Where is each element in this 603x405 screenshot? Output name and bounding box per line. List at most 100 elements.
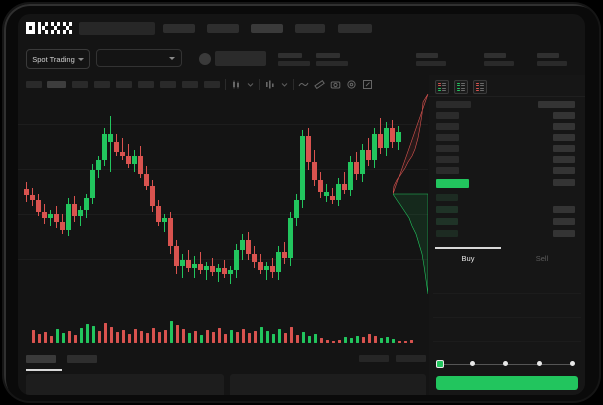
toolbar-divider-1 <box>225 79 226 90</box>
nav-item-3[interactable] <box>251 24 283 33</box>
volume-bar <box>248 333 251 343</box>
volume-bar <box>206 330 209 343</box>
volume-bar <box>242 329 245 343</box>
market-stat-4 <box>484 53 514 66</box>
bottom-action-1[interactable] <box>359 355 389 362</box>
volume-bar <box>44 332 47 343</box>
bottom-tab-1[interactable] <box>26 355 56 363</box>
slider-step-3[interactable] <box>503 361 508 366</box>
volume-bar <box>152 328 155 343</box>
bottom-tab-bar <box>18 347 428 373</box>
bid-row-2-price[interactable] <box>436 206 458 213</box>
bottom-tab-2[interactable] <box>67 355 97 363</box>
orderbook-header-price[interactable] <box>436 101 471 108</box>
nav-item-1[interactable] <box>163 24 195 33</box>
timeframe-9[interactable] <box>204 81 220 88</box>
fullscreen-icon[interactable] <box>362 79 373 90</box>
nav-item-2[interactable] <box>207 24 239 33</box>
slider-handle[interactable] <box>436 360 444 368</box>
timeframe-2[interactable] <box>47 81 66 88</box>
trading-pair-select[interactable] <box>96 49 182 67</box>
volume-bar <box>50 336 53 343</box>
ask-row-1-price[interactable] <box>436 112 459 119</box>
tab-sell[interactable]: Sell <box>535 254 549 263</box>
slider-step-5[interactable] <box>570 361 575 366</box>
timeframe-6[interactable] <box>138 81 154 88</box>
volume-bar <box>398 341 401 343</box>
camera-icon[interactable] <box>330 79 341 90</box>
chevron-down-icon[interactable] <box>245 79 256 90</box>
timeframe-4[interactable] <box>94 81 110 88</box>
volume-bar <box>356 336 359 343</box>
timeframe-1[interactable] <box>26 81 42 88</box>
volume-histogram <box>18 307 428 347</box>
ask-row-2-amount <box>553 123 575 130</box>
volume-bar <box>110 327 113 343</box>
settings-gear-icon[interactable] <box>346 79 357 90</box>
volume-bar <box>62 333 65 343</box>
toolbar-divider-3 <box>293 79 294 90</box>
slider-step-4[interactable] <box>537 361 542 366</box>
trade-side-tabs: Buy Sell <box>429 247 585 271</box>
ask-row-1-amount <box>553 112 575 119</box>
timeframe-7[interactable] <box>160 81 176 88</box>
timeframe-8[interactable] <box>182 81 198 88</box>
ask-row-6-price[interactable] <box>436 167 459 174</box>
timeframe-5[interactable] <box>116 81 132 88</box>
gridline-4 <box>18 259 428 260</box>
volume-bar <box>314 334 317 343</box>
ask-row-5-price[interactable] <box>436 156 459 163</box>
bottom-panel-right[interactable] <box>230 374 426 395</box>
orderbook-mode-both-icon[interactable] <box>435 80 449 94</box>
volume-bar <box>158 332 161 343</box>
ask-row-4-price[interactable] <box>436 145 459 152</box>
volume-bar <box>212 332 215 343</box>
timeframe-3[interactable] <box>72 81 88 88</box>
chevron-down-icon[interactable] <box>279 79 290 90</box>
orderbook-mode-asks-icon[interactable] <box>473 80 487 94</box>
market-stat-3 <box>416 53 446 66</box>
price-chart[interactable] <box>18 94 428 307</box>
amount-slider[interactable] <box>436 359 576 369</box>
bottom-action-2[interactable] <box>396 355 426 362</box>
okx-logo-icon[interactable] <box>26 22 73 35</box>
bid-row-3-price[interactable] <box>436 218 458 225</box>
volume-bar <box>296 335 299 343</box>
candlestick-type-icon[interactable] <box>231 79 242 90</box>
nav-item-5[interactable] <box>338 24 372 33</box>
orderbook-header-amount <box>538 101 575 108</box>
orderbook-mode-bids-icon[interactable] <box>454 80 468 94</box>
volume-bar <box>80 328 83 343</box>
bottom-panel-left[interactable] <box>26 374 224 395</box>
orderbook-view-modes <box>435 80 487 94</box>
bid-row-4-price[interactable] <box>436 230 458 237</box>
nav-item-4[interactable] <box>295 24 325 33</box>
volume-bar <box>170 321 173 343</box>
ask-row-3-price[interactable] <box>436 134 459 141</box>
trading-mode-select[interactable]: Spot Trading <box>26 49 90 69</box>
market-info-bar: Spot Trading <box>18 42 585 75</box>
line-tool-icon[interactable] <box>298 79 309 90</box>
volume-bar <box>260 327 263 343</box>
volume-bar <box>98 331 101 343</box>
last-price-row-price[interactable] <box>436 179 469 188</box>
volume-bar <box>350 338 353 343</box>
volume-bar <box>38 334 41 343</box>
bid-row-1-price[interactable] <box>436 194 458 201</box>
volume-bar <box>410 340 413 343</box>
ask-row-3-amount <box>553 134 575 141</box>
submit-buy-button[interactable] <box>436 376 578 390</box>
volume-bar <box>338 340 341 343</box>
volume-bar <box>68 331 71 343</box>
ruler-icon[interactable] <box>314 79 325 90</box>
volume-bar <box>104 323 107 343</box>
search-input[interactable] <box>79 22 155 35</box>
tab-buy[interactable]: Buy <box>461 254 475 263</box>
chevron-down-icon <box>169 56 175 60</box>
ask-row-2-price[interactable] <box>436 123 459 130</box>
slider-step-2[interactable] <box>470 361 475 366</box>
indicators-icon[interactable] <box>264 79 275 90</box>
tablet-device-frame: Spot Trading <box>4 4 599 401</box>
trading-mode-label: Spot Trading <box>32 54 75 64</box>
last-price-value <box>215 51 266 66</box>
